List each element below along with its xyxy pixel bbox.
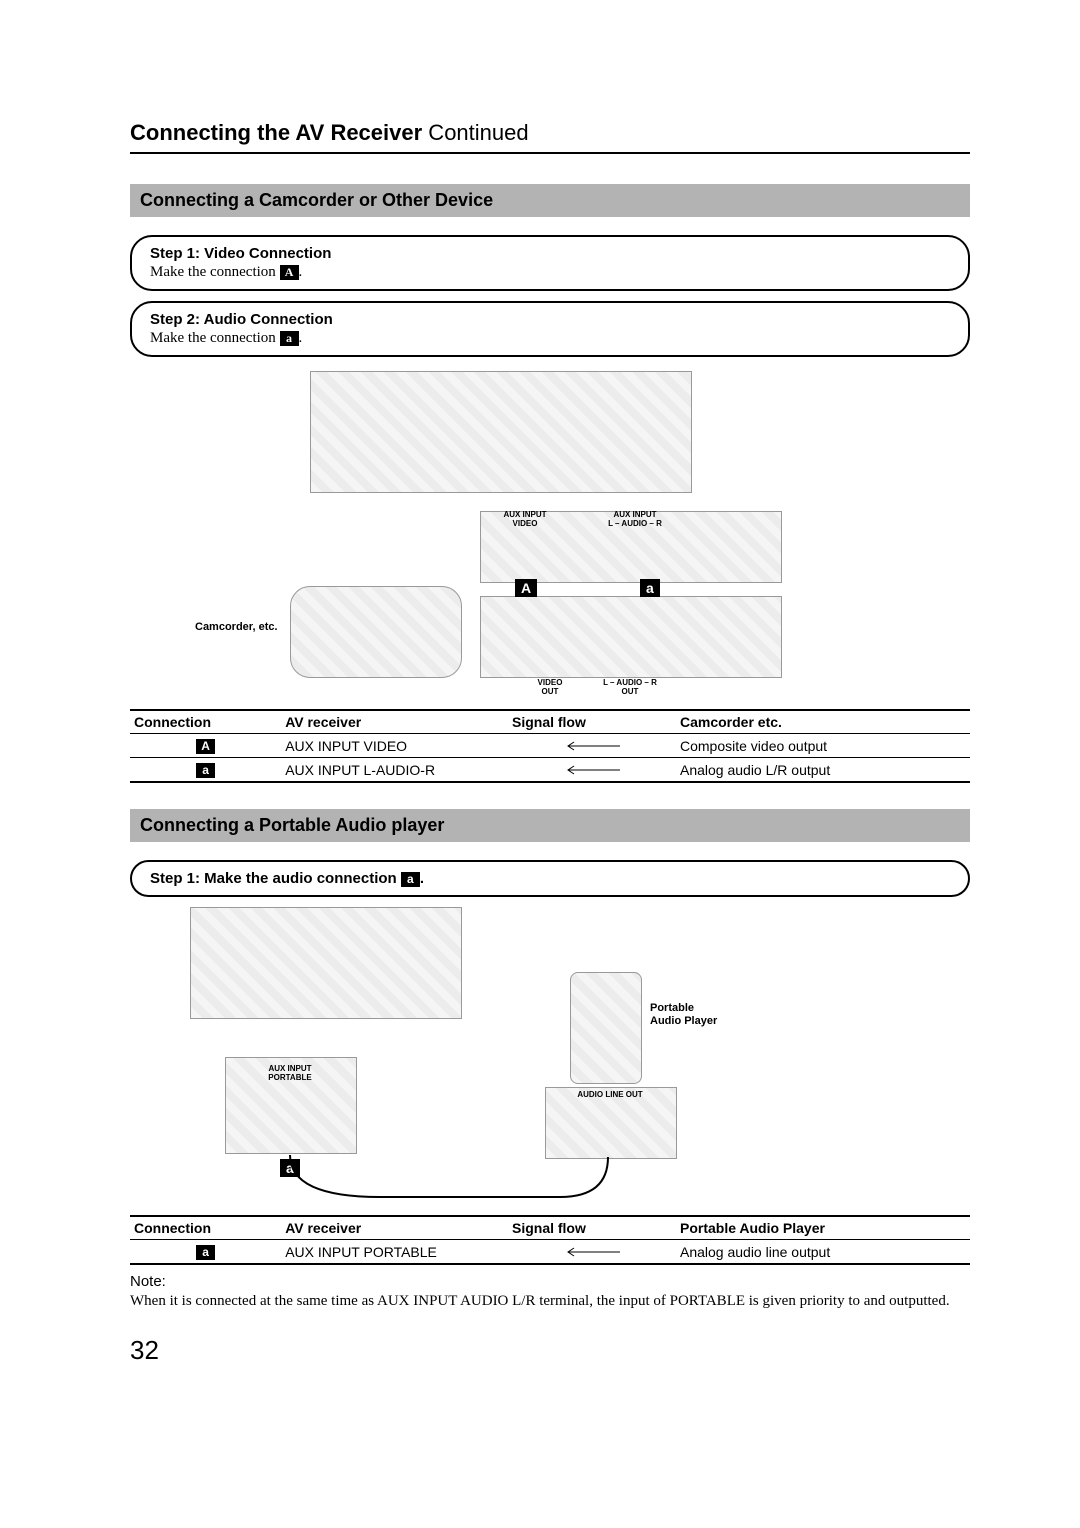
- row-flow: [508, 1240, 676, 1265]
- th-receiver: AV receiver: [281, 710, 508, 734]
- section1-step1-title: Step 1: Video Connection: [150, 245, 950, 262]
- row-device: Analog audio line output: [676, 1240, 970, 1265]
- cable-line: [130, 907, 830, 1207]
- arrow-left-icon: [562, 1247, 622, 1257]
- arrow-left-icon: [562, 765, 622, 775]
- row-device: Composite video output: [676, 734, 970, 758]
- table-row: A AUX INPUT VIDEO Composite video output: [130, 734, 970, 758]
- section2-step1-box: Step 1: Make the audio connection a.: [130, 860, 970, 897]
- section2-connection-table: Connection AV receiver Signal flow Porta…: [130, 1215, 970, 1265]
- row-badge: a: [196, 763, 215, 778]
- title-continued: Continued: [422, 120, 528, 145]
- page-number: 32: [130, 1335, 970, 1366]
- th-receiver: AV receiver: [281, 1216, 508, 1240]
- diagram-badge-a: a: [640, 579, 660, 597]
- row-badge: a: [196, 1245, 215, 1260]
- th-device: Camcorder etc.: [676, 710, 970, 734]
- section1-step2-title: Step 2: Audio Connection: [150, 311, 950, 328]
- section1-step2-text: Make the connection a.: [150, 330, 950, 347]
- table-row: a AUX INPUT PORTABLE Analog audio line o…: [130, 1240, 970, 1265]
- th-signal: Signal flow: [508, 1216, 676, 1240]
- diagram-badge-A: A: [515, 579, 537, 597]
- table-header-row: Connection AV receiver Signal flow Porta…: [130, 1216, 970, 1240]
- section2-heading: Connecting a Portable Audio player: [130, 809, 970, 842]
- video-out-label: VIDEO OUT: [525, 679, 575, 697]
- th-connection: Connection: [130, 1216, 281, 1240]
- section2-diagram: Portable Audio Player AUX INPUT PORTABLE…: [130, 907, 970, 1207]
- th-connection: Connection: [130, 710, 281, 734]
- section1-step1-text: Make the connection A.: [150, 264, 950, 281]
- row-receiver: AUX INPUT VIDEO: [281, 734, 508, 758]
- note-body: When it is connected at the same time as…: [130, 1292, 970, 1311]
- section1-step2-box: Step 2: Audio Connection Make the connec…: [130, 301, 970, 357]
- table-row: a AUX INPUT L-AUDIO-R Analog audio L/R o…: [130, 758, 970, 783]
- page-title: Connecting the AV Receiver Continued: [130, 120, 970, 154]
- row-badge: A: [196, 739, 215, 754]
- camcorder-icon: [290, 586, 462, 678]
- aux-audio-label: AUX INPUT L – AUDIO – R: [590, 511, 680, 529]
- audio-out-label: L – AUDIO – R OUT: [590, 679, 670, 697]
- row-flow: [508, 758, 676, 783]
- section1-diagram: Camcorder, etc. AUX INPUT VIDEO AUX INPU…: [130, 371, 970, 701]
- badge-a: a: [280, 331, 299, 346]
- table-header-row: Connection AV receiver Signal flow Camco…: [130, 710, 970, 734]
- badge-A: A: [280, 265, 299, 280]
- row-receiver: AUX INPUT PORTABLE: [281, 1240, 508, 1265]
- badge-a: a: [401, 872, 420, 887]
- section1-step1-box: Step 1: Video Connection Make the connec…: [130, 235, 970, 291]
- th-device: Portable Audio Player: [676, 1216, 970, 1240]
- receiver-front-panel: [310, 371, 692, 493]
- section2-step1-text: Step 1: Make the audio connection a.: [150, 870, 424, 887]
- section1-heading: Connecting a Camcorder or Other Device: [130, 184, 970, 217]
- arrow-left-icon: [562, 741, 622, 751]
- section1-connection-table: Connection AV receiver Signal flow Camco…: [130, 709, 970, 783]
- camcorder-label: Camcorder, etc.: [195, 621, 278, 633]
- note-title: Note:: [130, 1273, 970, 1290]
- title-bold: Connecting the AV Receiver: [130, 120, 422, 145]
- row-device: Analog audio L/R output: [676, 758, 970, 783]
- row-receiver: AUX INPUT L-AUDIO-R: [281, 758, 508, 783]
- row-flow: [508, 734, 676, 758]
- camcorder-outputs: [480, 596, 782, 678]
- th-signal: Signal flow: [508, 710, 676, 734]
- aux-video-label: AUX INPUT VIDEO: [490, 511, 560, 529]
